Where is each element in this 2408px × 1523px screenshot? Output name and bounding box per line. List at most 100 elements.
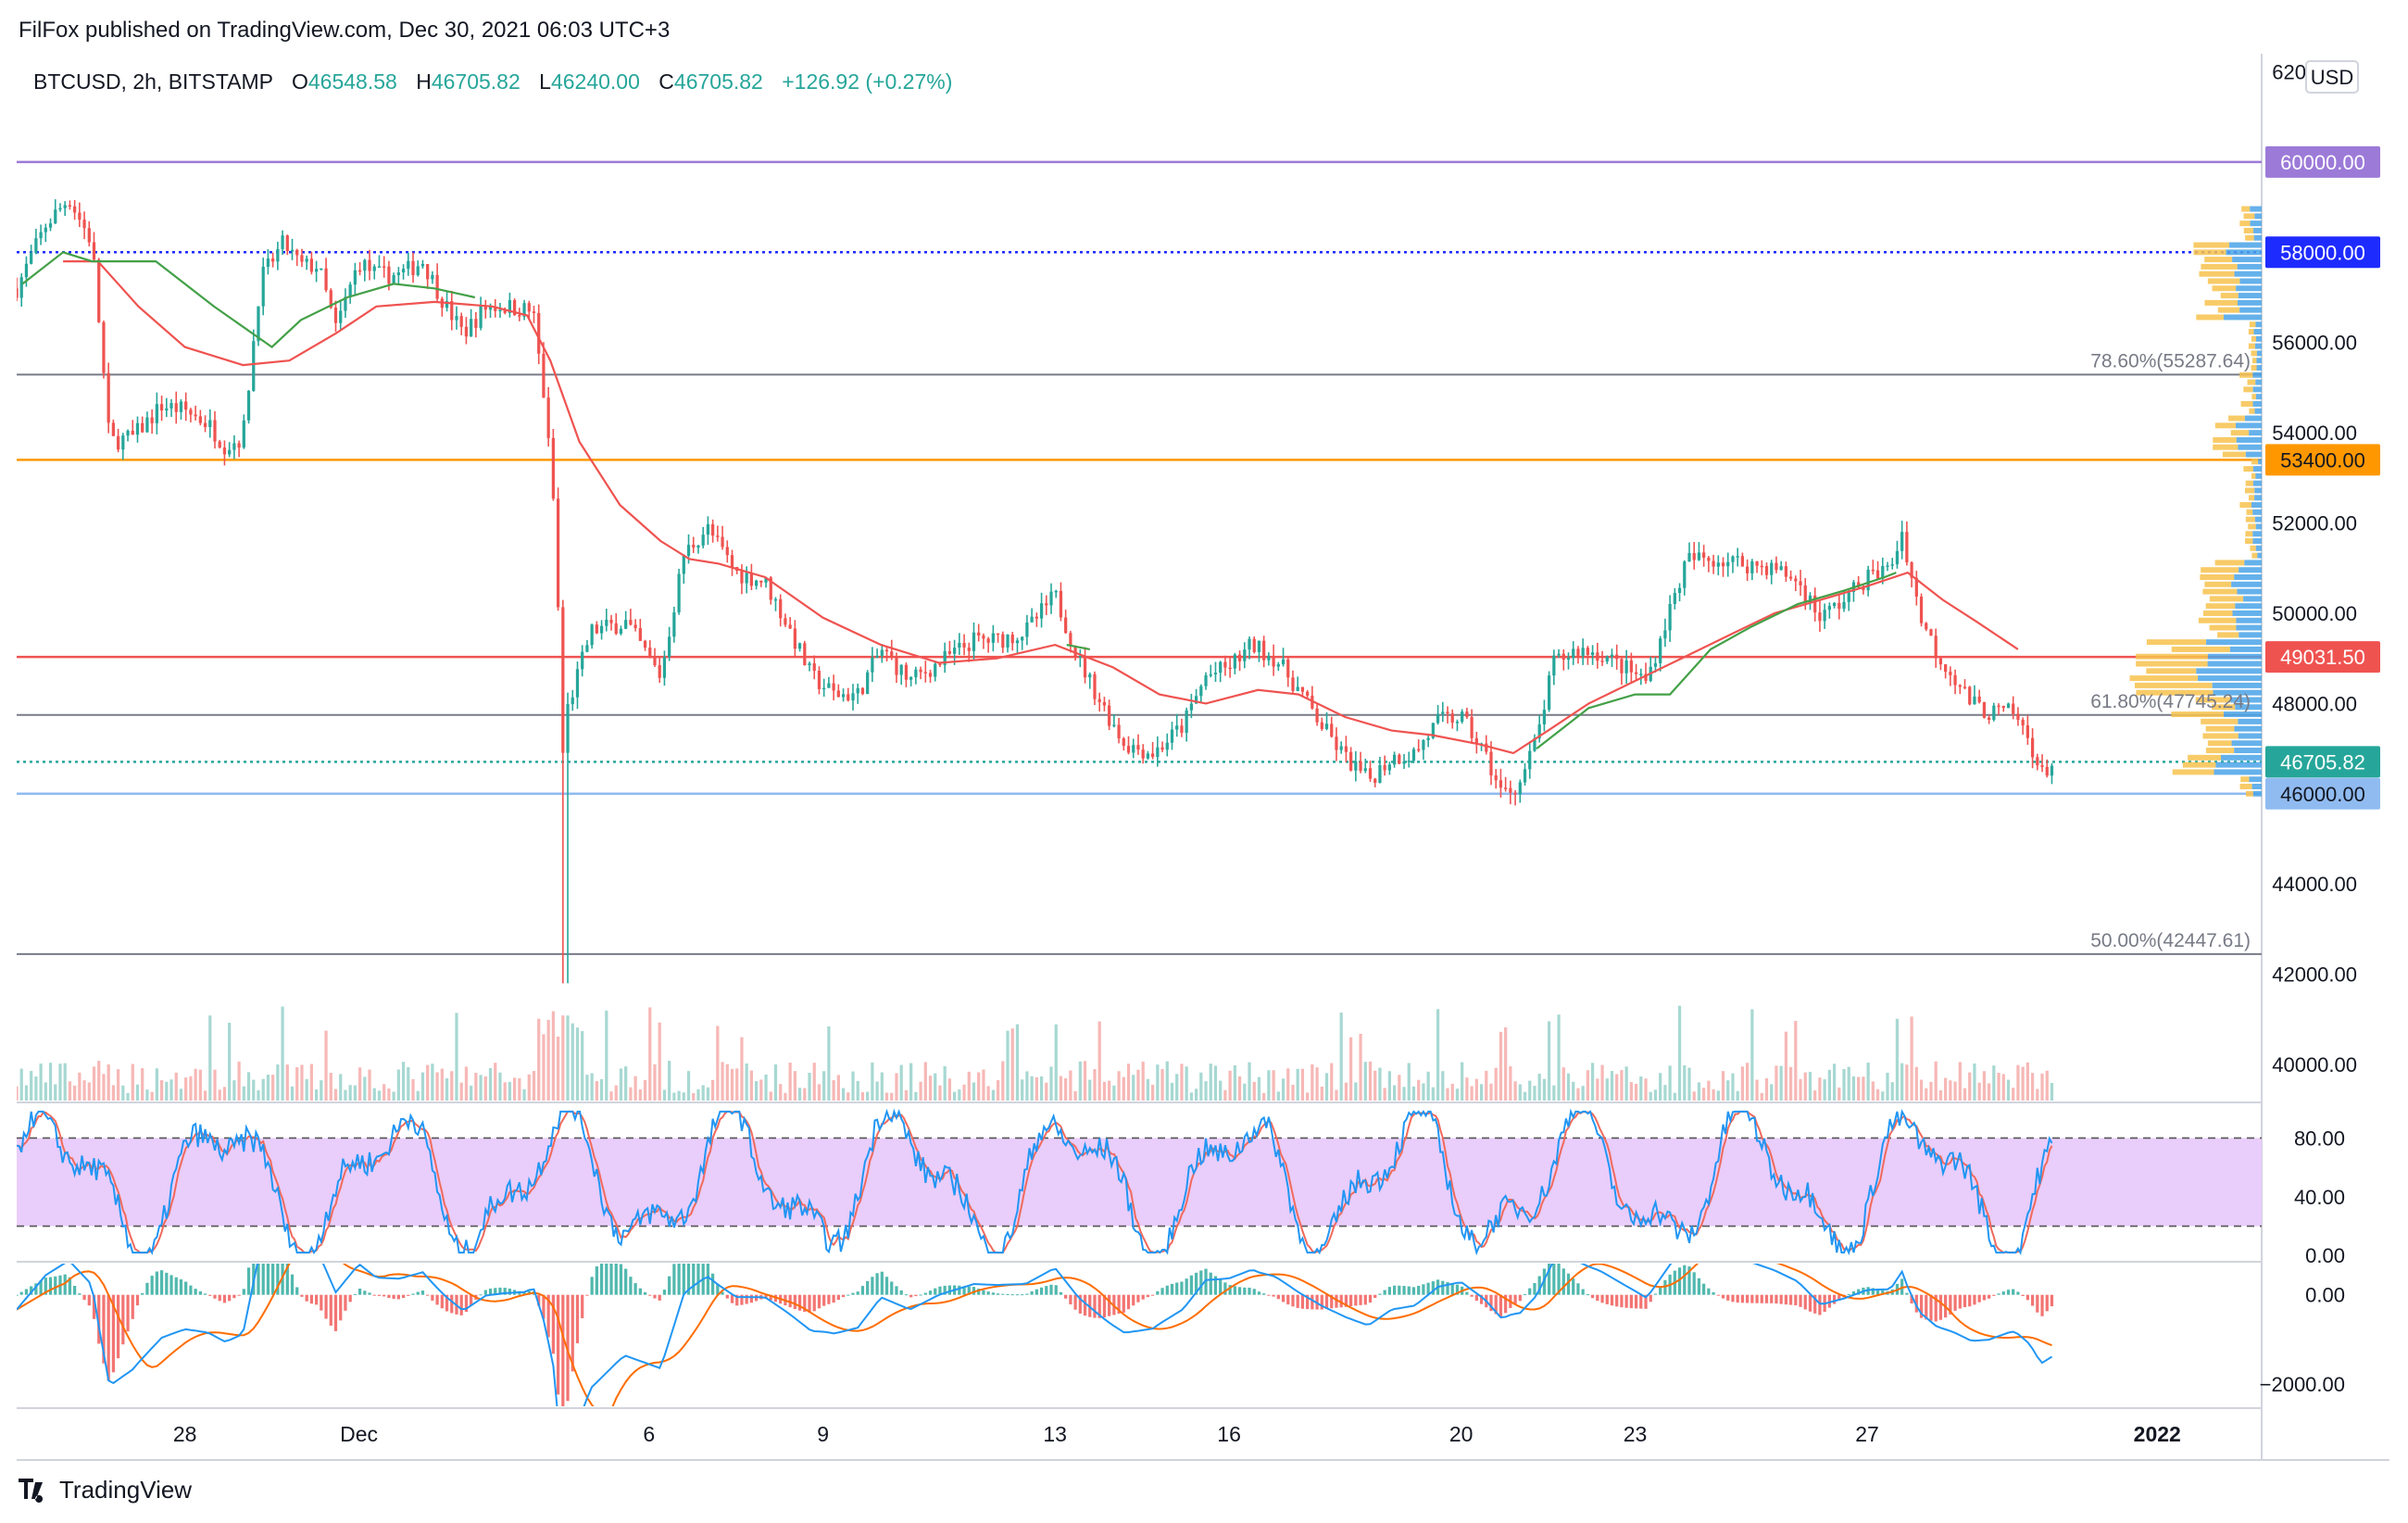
macd-histogram-bar bbox=[1213, 1276, 1218, 1295]
volume-bar bbox=[856, 1080, 859, 1101]
candle-body bbox=[1485, 743, 1488, 752]
macd-histogram-bar bbox=[121, 1294, 125, 1345]
macd-histogram-bar bbox=[1117, 1294, 1121, 1315]
candle-body bbox=[1180, 725, 1184, 733]
candle-body bbox=[856, 687, 859, 694]
candle-body bbox=[808, 663, 811, 666]
macd-histogram-bar bbox=[633, 1283, 637, 1295]
volume-bar bbox=[1509, 1065, 1512, 1101]
candle-body bbox=[1605, 656, 1609, 662]
profile-row-up bbox=[2201, 718, 2239, 724]
volume-bar bbox=[1938, 1090, 1943, 1101]
candle-body bbox=[1150, 753, 1155, 758]
macd-histogram-bar bbox=[1402, 1286, 1406, 1295]
macd-histogram-bar bbox=[416, 1291, 420, 1295]
candle-body bbox=[1818, 612, 1822, 622]
macd-histogram-bar bbox=[1905, 1292, 1909, 1295]
macd-histogram-bar bbox=[1803, 1294, 1807, 1310]
macd-histogram-bar bbox=[1533, 1282, 1536, 1295]
volume-bar bbox=[1649, 1091, 1652, 1101]
macd-histogram-bar bbox=[159, 1270, 164, 1295]
macd-histogram-bar bbox=[1958, 1294, 1962, 1309]
profile-row-up bbox=[2136, 661, 2208, 667]
macd-histogram-bar bbox=[271, 1264, 275, 1295]
candle-body bbox=[1963, 686, 1967, 688]
macd-histogram-bar bbox=[1925, 1294, 1928, 1320]
macd-histogram-bar bbox=[1015, 1294, 1020, 1296]
horizontal-levels[interactable] bbox=[17, 160, 2262, 955]
volume-bar bbox=[420, 1072, 425, 1101]
macd-histogram-bar bbox=[1731, 1294, 1735, 1303]
volume-bar bbox=[769, 1091, 772, 1101]
macd-histogram-bar bbox=[880, 1271, 884, 1295]
candle-body bbox=[1160, 747, 1164, 750]
candle-body bbox=[1731, 556, 1735, 562]
profile-row-down bbox=[2226, 249, 2262, 256]
volume-bar bbox=[1199, 1072, 1203, 1101]
candle-body bbox=[827, 683, 831, 688]
time-axis[interactable]: 28 Dec 6 9 13 16 20 23 27 2022 bbox=[173, 1422, 2181, 1446]
candle-body bbox=[1426, 737, 1430, 741]
candle-body bbox=[1572, 648, 1575, 659]
profile-row-down bbox=[2252, 386, 2262, 393]
volume-bar bbox=[348, 1085, 352, 1101]
macd-histogram-bar bbox=[871, 1277, 874, 1295]
candle-body bbox=[585, 645, 589, 652]
volume-bar bbox=[1324, 1073, 1329, 1101]
volume-bar bbox=[740, 1037, 744, 1101]
currency-badge[interactable] bbox=[2305, 60, 2359, 94]
candle-body bbox=[300, 255, 304, 262]
candle-body bbox=[1958, 685, 1962, 687]
profile-row-down bbox=[2238, 299, 2262, 306]
macd-histogram-bar bbox=[692, 1264, 696, 1295]
volume-bar bbox=[1624, 1066, 1628, 1101]
macd-histogram-bar bbox=[1426, 1282, 1430, 1295]
volume-bar bbox=[1219, 1080, 1223, 1101]
macd-histogram-bar bbox=[986, 1291, 990, 1295]
candle-body bbox=[1938, 658, 1943, 665]
candle-body bbox=[759, 580, 763, 583]
candle-body bbox=[1402, 761, 1406, 764]
volume-bar bbox=[962, 1084, 966, 1101]
macd-histogram-bar bbox=[1194, 1272, 1198, 1295]
macd-histogram-bar bbox=[1141, 1294, 1145, 1300]
volume-bar bbox=[648, 1007, 652, 1101]
volume-bar bbox=[972, 1082, 976, 1101]
macd-histogram-bar bbox=[324, 1294, 328, 1319]
profile-row-down bbox=[2244, 560, 2262, 566]
candle-body bbox=[590, 624, 594, 646]
volume-bar bbox=[1257, 1076, 1261, 1101]
volume-bar bbox=[706, 1087, 710, 1101]
profile-row-up bbox=[2207, 740, 2232, 747]
profile-row-up bbox=[2245, 538, 2253, 545]
moving-averages bbox=[21, 251, 2019, 755]
macd-histogram-bar bbox=[281, 1264, 284, 1295]
macd-histogram-bar bbox=[1311, 1294, 1314, 1310]
time-tick-label: 6 bbox=[643, 1422, 655, 1446]
macd-histogram-bar bbox=[1847, 1293, 1850, 1295]
volume-bar bbox=[542, 1034, 546, 1101]
volume-bar bbox=[353, 1085, 357, 1101]
macd-histogram-bar bbox=[1431, 1281, 1435, 1295]
candle-body bbox=[890, 651, 894, 658]
volume-bar bbox=[1702, 1088, 1706, 1101]
volume-bar bbox=[658, 1022, 661, 1101]
candle-body bbox=[1653, 662, 1658, 667]
volume-bar bbox=[914, 1091, 918, 1101]
candle-body bbox=[1494, 775, 1498, 781]
candle-body bbox=[1252, 638, 1256, 652]
candle-body bbox=[1199, 686, 1203, 697]
macd-histogram-bar bbox=[1712, 1291, 1715, 1295]
candle-body bbox=[1900, 532, 1904, 551]
macd-histogram-bar bbox=[1479, 1294, 1484, 1304]
macd-histogram-bar bbox=[131, 1294, 134, 1319]
profile-row-down bbox=[2237, 263, 2262, 270]
volume-bar bbox=[1064, 1077, 1068, 1101]
volume-bar bbox=[1049, 1066, 1053, 1101]
candle-body bbox=[1306, 691, 1310, 696]
volume-bar bbox=[1629, 1082, 1633, 1101]
candle-body bbox=[1088, 673, 1092, 678]
volume-bar bbox=[1335, 1089, 1338, 1101]
candle-body bbox=[1842, 601, 1846, 610]
